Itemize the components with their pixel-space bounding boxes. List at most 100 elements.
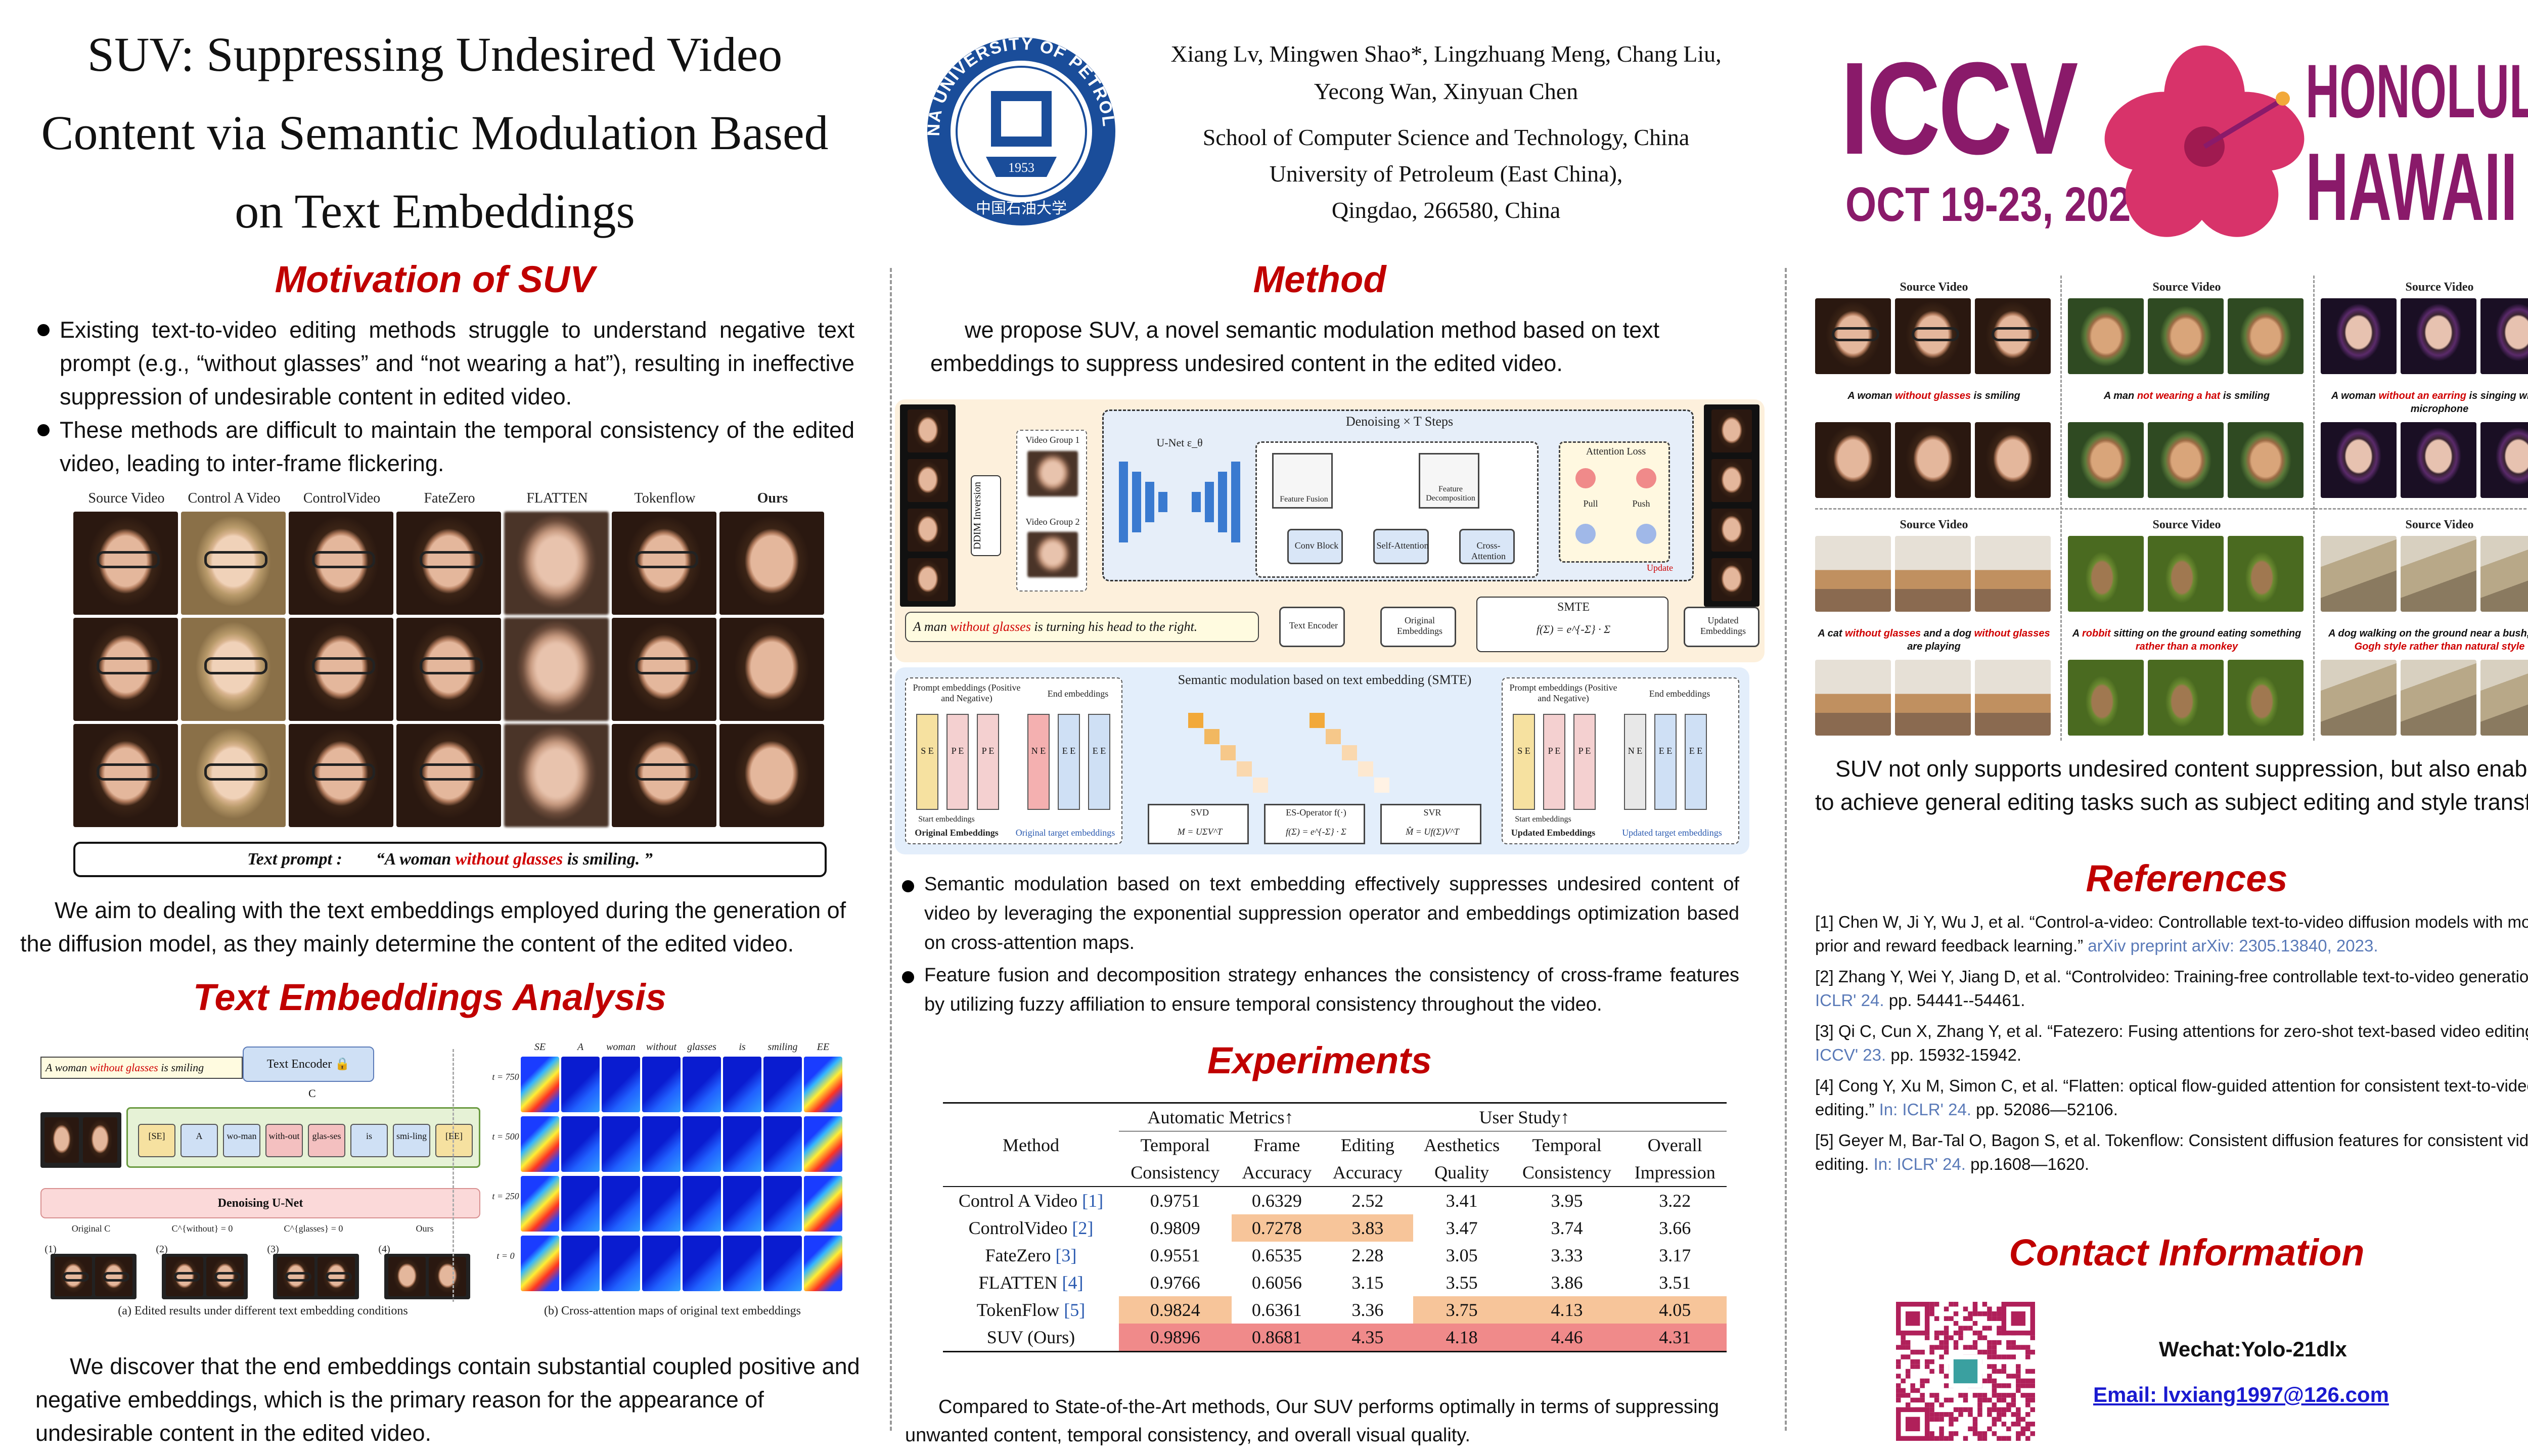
edited-frame bbox=[2148, 422, 2224, 498]
table-subheader: Temporal bbox=[1532, 1135, 1602, 1155]
gallery-divider bbox=[1815, 508, 2528, 510]
comparison-frame bbox=[504, 618, 609, 721]
embedding-token: E E bbox=[1088, 714, 1110, 810]
table-cell: 0.9896 bbox=[1118, 1324, 1232, 1352]
svr-formula: M̂ = Uf(Σ)V^T bbox=[1406, 827, 1459, 837]
es-formula: f(Σ) = e^{-Σ} · Σ bbox=[1286, 827, 1346, 837]
column-divider bbox=[890, 268, 892, 1431]
hibiscus-icon bbox=[2104, 46, 2305, 237]
ddim-inversion-block: DDIM Inversion bbox=[971, 475, 1001, 556]
table-cell: 0.9751 bbox=[1150, 1191, 1200, 1211]
analysis-prompt-post: is smiling bbox=[158, 1061, 204, 1074]
table-cell: 3.51 bbox=[1659, 1272, 1691, 1293]
heatmap-cell bbox=[683, 1236, 721, 1291]
results-summary: SUV not only supports undesired content … bbox=[1815, 756, 2528, 815]
comparison-frame bbox=[719, 724, 824, 827]
source-frame bbox=[2401, 298, 2476, 374]
heatmap-cell bbox=[683, 1057, 721, 1112]
table-cell: 4.35 bbox=[1322, 1324, 1413, 1352]
ddim-label: DDIM Inversion bbox=[972, 482, 983, 550]
prompt-emb-label: Prompt embeddings (Positive and Negative… bbox=[913, 682, 1021, 703]
table-cell: 0.9551 bbox=[1150, 1245, 1200, 1265]
step-label: (3) bbox=[267, 1244, 279, 1255]
column-label: Control A Video bbox=[188, 490, 281, 506]
edited-frame bbox=[2068, 422, 2144, 498]
table-subheader: Editing bbox=[1340, 1135, 1394, 1155]
prompt-text: “A woman bbox=[376, 850, 456, 869]
heatmap-cell bbox=[683, 1116, 721, 1172]
heatmap-cell bbox=[561, 1116, 600, 1172]
orig-target-label: Original target embeddings bbox=[1015, 828, 1115, 838]
comparison-frame bbox=[73, 618, 178, 721]
email-link[interactable]: Email: lvxiang1997@126.com bbox=[2093, 1383, 2389, 1406]
comparison-frame bbox=[289, 512, 393, 615]
table-cell-method: FateZero [3] bbox=[985, 1245, 1077, 1265]
table-cell: 3.75 bbox=[1413, 1296, 1511, 1324]
affiliation-line: School of Computer Science and Technolog… bbox=[1202, 124, 1690, 150]
section-title-motivation: Motivation of SUV bbox=[275, 258, 595, 300]
edited-frame bbox=[2148, 660, 2224, 736]
denoising-steps-label: Denoising × T Steps bbox=[1345, 414, 1454, 429]
start-emb-label: Start embeddings bbox=[918, 815, 975, 824]
bullet-item: These methods are difficult to maintain … bbox=[35, 414, 854, 480]
table-cell: 2.28 bbox=[1351, 1245, 1384, 1265]
self-attention-block: Self-Attention bbox=[1373, 529, 1429, 564]
table-cell: 3.66 bbox=[1659, 1218, 1691, 1238]
source-frame bbox=[2228, 536, 2304, 612]
original-embeddings-block: Original Embeddings bbox=[1380, 607, 1456, 647]
reference-item: [2] Zhang Y, Wei Y, Jiang D, et al. “Con… bbox=[1815, 967, 2528, 1010]
table-cell-method: TokenFlow [5] bbox=[976, 1300, 1086, 1320]
table-cell: 3.86 bbox=[1551, 1272, 1583, 1293]
comparison-frame bbox=[612, 512, 716, 615]
table-cell: 4.46 bbox=[1510, 1324, 1623, 1352]
heatmap-cell bbox=[521, 1116, 559, 1172]
heatmap-cell bbox=[602, 1116, 640, 1172]
result-caption: A robbit sitting on the ground eating so… bbox=[2072, 628, 2301, 652]
source-frame bbox=[2068, 536, 2144, 612]
table-subheader: Temporal bbox=[1140, 1135, 1210, 1155]
heatmap-cell bbox=[723, 1057, 761, 1112]
cross-attention-block: Cross-Attention bbox=[1459, 529, 1515, 564]
comparison-frame bbox=[289, 618, 393, 721]
heatmap-cell bbox=[561, 1176, 600, 1232]
edited-frame bbox=[1895, 660, 1971, 736]
heatmap-cell bbox=[642, 1116, 681, 1172]
heatmap-cell bbox=[763, 1176, 802, 1232]
heatmap-row-label: t = 750 bbox=[492, 1072, 519, 1082]
source-frame bbox=[1815, 298, 1891, 374]
heatmap-col-label: smiling bbox=[768, 1041, 798, 1053]
condition-label: Ours bbox=[416, 1223, 434, 1234]
heatmap-cell bbox=[763, 1116, 802, 1172]
original-embeddings-panel: Prompt embeddings (Positive and Negative… bbox=[905, 677, 1122, 844]
result-thumb bbox=[162, 1254, 248, 1299]
reference-item: [5] Geyer M, Bar-Tal O, Bagon S, et al. … bbox=[1815, 1131, 2528, 1173]
svr-box: SVR M̂ = Uf(Σ)V^T bbox=[1380, 804, 1481, 844]
source-frame bbox=[1815, 536, 1891, 612]
column-label: Ours bbox=[757, 490, 788, 506]
analysis-conclusion: We discover that the end embeddings cont… bbox=[35, 1353, 860, 1446]
source-frame bbox=[2228, 298, 2304, 374]
prompt-label: Text prompt : bbox=[247, 850, 342, 869]
figure-caption: (b) Cross-attention maps of original tex… bbox=[544, 1304, 801, 1317]
table-cell-method: Control A Video [1] bbox=[958, 1191, 1104, 1211]
comparison-frame bbox=[612, 724, 716, 827]
table-cell: 3.74 bbox=[1551, 1218, 1583, 1238]
heatmap-row-label: t = 250 bbox=[492, 1191, 519, 1201]
module-label: Feature Decomposition bbox=[1426, 485, 1475, 503]
table-cell-method: SUV (Ours) bbox=[986, 1327, 1075, 1347]
bullet-item: Feature fusion and decomposition strateg… bbox=[900, 961, 1739, 1019]
embedding-token: E E bbox=[1058, 714, 1080, 810]
updated-emb-label: Updated Embeddings bbox=[1700, 615, 1746, 636]
qr-code[interactable] bbox=[1896, 1302, 2035, 1441]
analysis-figure-a: A woman without glasses is smiling Text … bbox=[35, 1041, 854, 1325]
heatmap-cell bbox=[683, 1176, 721, 1232]
reference-list: [1] Chen W, Ji Y, Wu J, et al. “Control-… bbox=[1815, 910, 2528, 1183]
table-cell: 3.17 bbox=[1659, 1245, 1691, 1265]
comparison-frame bbox=[181, 724, 286, 827]
svd-formula: M = UΣV^T bbox=[1177, 827, 1223, 837]
analysis-prompt-red: without glasses bbox=[89, 1061, 158, 1074]
svr-label: SVR bbox=[1423, 807, 1441, 817]
original-emb-label: Original Embeddings bbox=[1397, 615, 1442, 636]
attention-node bbox=[1575, 468, 1596, 488]
text-prompt-box: Text prompt : “A woman without glasses i… bbox=[73, 842, 827, 877]
